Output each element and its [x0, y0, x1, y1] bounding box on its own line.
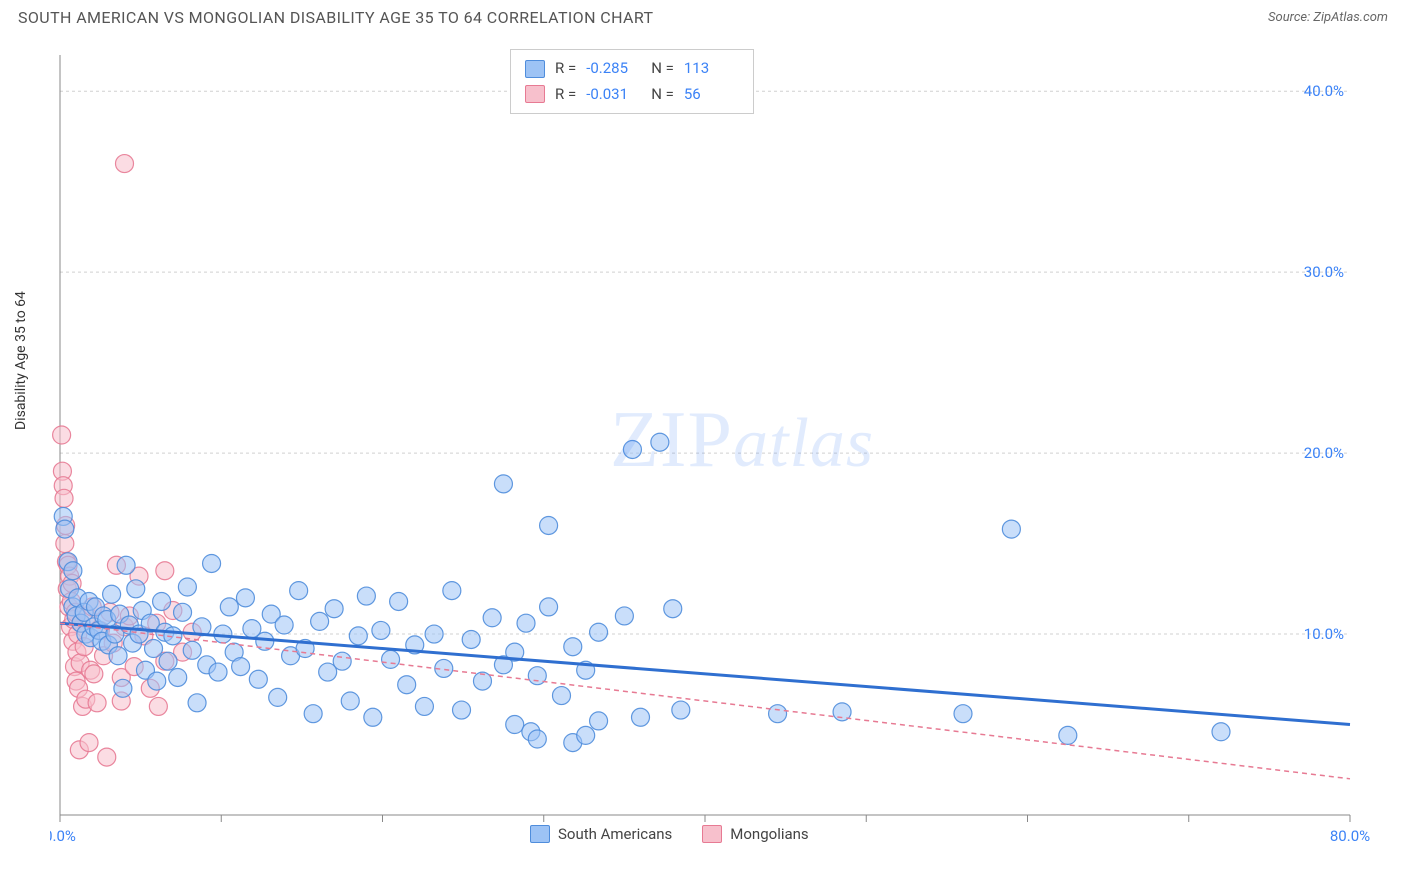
swatch-sa: [525, 60, 545, 78]
svg-text:40.0%: 40.0%: [1304, 82, 1344, 100]
svg-text:0.0%: 0.0%: [50, 827, 76, 845]
svg-text:10.0%: 10.0%: [1304, 625, 1344, 643]
legend-row-sa: R = -0.285 N = 113: [525, 56, 739, 82]
chart-title: SOUTH AMERICAN VS MONGOLIAN DISABILITY A…: [18, 8, 653, 27]
scatter-chart: 10.0%20.0%30.0%40.0%0.0%80.0% ZIPatlas R…: [50, 45, 1390, 845]
legend-item-sa: South Americans: [530, 825, 672, 843]
legend-item-mg: Mongolians: [702, 825, 808, 843]
svg-text:20.0%: 20.0%: [1304, 444, 1344, 462]
svg-text:30.0%: 30.0%: [1304, 263, 1344, 281]
legend-label-sa: South Americans: [558, 825, 672, 843]
svg-text:80.0%: 80.0%: [1330, 827, 1370, 845]
series-legend: South Americans Mongolians: [530, 825, 809, 843]
swatch-mg-icon: [702, 825, 722, 843]
swatch-sa-icon: [530, 825, 550, 843]
swatch-mg: [525, 85, 545, 103]
correlation-legend: R = -0.285 N = 113 R = -0.031 N = 56: [510, 49, 754, 114]
y-axis-label: Disability Age 35 to 64: [13, 291, 29, 430]
legend-row-mg: R = -0.031 N = 56: [525, 82, 739, 108]
legend-label-mg: Mongolians: [730, 825, 808, 843]
source-label: Source: ZipAtlas.com: [1268, 10, 1388, 25]
